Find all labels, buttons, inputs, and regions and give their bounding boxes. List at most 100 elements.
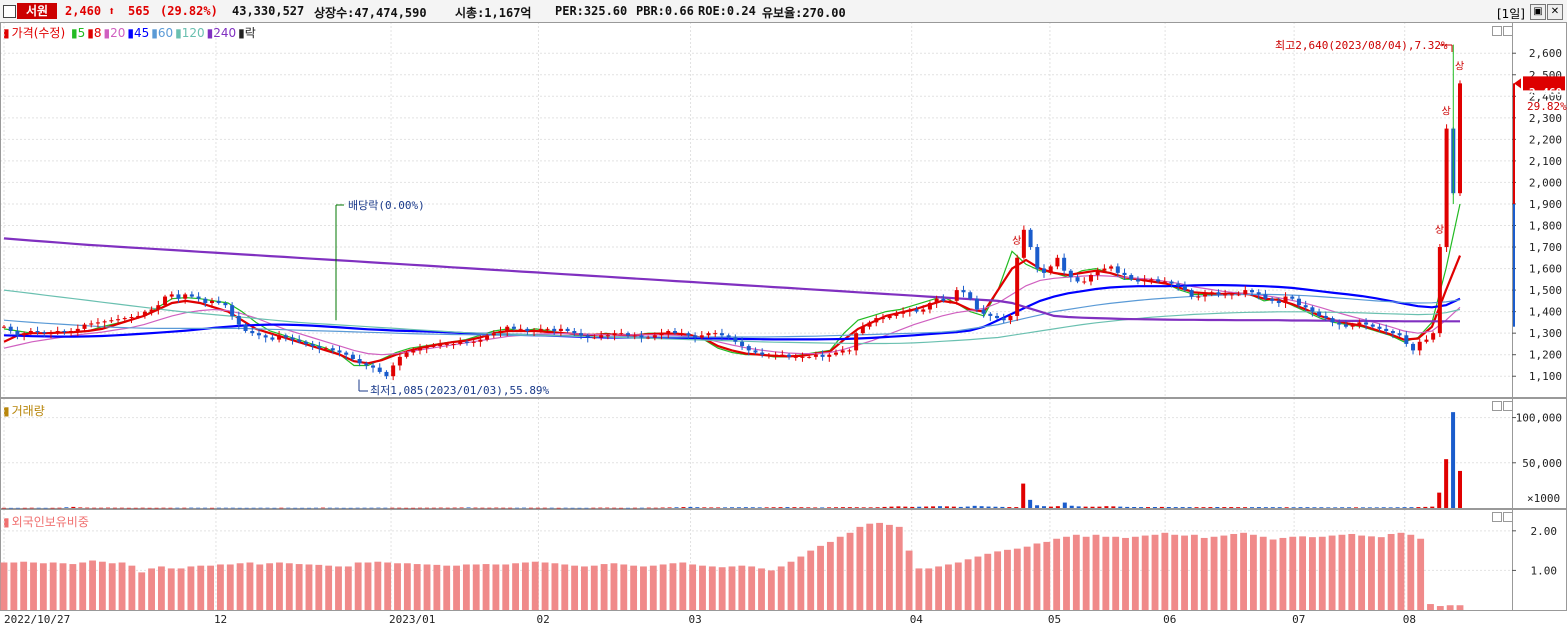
candle-body-162	[1088, 275, 1093, 282]
volume-bar-111	[771, 507, 776, 508]
candle-body-183	[1229, 294, 1234, 296]
volume-bar-181	[1256, 507, 1261, 508]
ma-line-120	[3, 289, 1461, 345]
candle-body-91	[612, 333, 617, 336]
volume-bar-204	[1416, 507, 1421, 508]
candle-body-148	[995, 315, 1000, 319]
volume-bar-161	[1118, 506, 1123, 508]
restore-icon[interactable]: ▣	[1530, 4, 1546, 20]
volume-panel-close-icon[interactable]	[1503, 401, 1513, 411]
candle-body-146	[981, 309, 986, 314]
candle-body-130	[874, 318, 879, 323]
candle-body-101	[679, 333, 684, 335]
volume-bar-140	[972, 505, 977, 508]
volume-bar-171	[1187, 507, 1192, 508]
candle-body-182	[1223, 294, 1228, 296]
volume-bar-66	[459, 507, 464, 509]
volume-bar-148	[1028, 499, 1033, 508]
volume-bar-201	[1395, 507, 1400, 508]
stock-name-badge[interactable]: 서원	[17, 3, 57, 19]
volume-bar-87	[605, 507, 610, 509]
candle-body-28	[189, 294, 194, 297]
candle-body-212	[1424, 339, 1429, 342]
price-tick-label-2: 1,300	[1529, 327, 1562, 340]
up-arrow-icon: ⬆	[108, 4, 116, 18]
candle-body-31	[209, 300, 215, 304]
candle-body-72	[485, 335, 490, 340]
candle-body-81	[545, 328, 550, 330]
foreign-panel-minimize-icon[interactable]	[1492, 512, 1502, 522]
candle-body-6	[42, 332, 47, 334]
foreign-panel-close-icon[interactable]	[1503, 512, 1513, 522]
foreign-bar-69	[679, 562, 687, 610]
x-label-1: 12	[213, 613, 228, 626]
volume-bar-188	[1305, 507, 1310, 508]
foreign-tick-label-0: 1.00	[1531, 564, 1558, 577]
volume-bar-126	[875, 507, 880, 508]
candle-body-17	[116, 319, 121, 321]
candle-body-195	[1310, 307, 1315, 312]
price-tick-label-10: 2,100	[1529, 155, 1562, 168]
foreign-bar-123	[1210, 536, 1218, 610]
foreign-bar-147	[1446, 605, 1454, 610]
close-icon[interactable]: ✕	[1547, 4, 1563, 20]
candle-body-106	[713, 333, 718, 335]
foreign-bar-58	[571, 565, 579, 610]
volume-bar-156	[1083, 506, 1088, 508]
candle-body-43	[290, 337, 295, 340]
foreign-bar-129	[1269, 539, 1277, 610]
candle-body-44	[297, 339, 302, 342]
foreign-bar-96	[945, 564, 952, 610]
foreign-bar-35	[344, 566, 352, 610]
price-tick-label-0: 1,100	[1529, 370, 1562, 383]
volume-bar-14	[99, 507, 104, 509]
volume-bar-75	[521, 507, 527, 509]
volume-panel-minimize-icon[interactable]	[1492, 401, 1502, 411]
candle-body-98	[659, 333, 664, 336]
candle-body-164	[1102, 268, 1107, 271]
candle-body-208	[1397, 333, 1402, 336]
candle-body-63	[424, 346, 429, 349]
legend-ma-1: ▮5	[70, 26, 86, 40]
volume-bar-34	[237, 507, 242, 509]
ma-line-240	[3, 237, 1460, 323]
foreign-bar-81	[797, 556, 805, 610]
volume-bar-83	[577, 507, 582, 509]
price-panel-close-icon[interactable]	[1503, 26, 1513, 36]
legend-ma-8: ▮락	[238, 26, 256, 40]
volume-bar-209	[1451, 412, 1456, 508]
volume-bar-4	[29, 507, 34, 509]
volume-bar-99	[688, 506, 693, 508]
price-panel-minimize-icon[interactable]	[1492, 26, 1502, 36]
price-tick-label-6: 1,700	[1529, 241, 1562, 254]
foreign-bar-11	[108, 563, 116, 610]
volume-bar-82	[570, 507, 575, 509]
select-checkbox[interactable]	[3, 5, 16, 18]
candle-body-217	[1457, 83, 1463, 194]
foreign-bar-7	[69, 564, 77, 610]
volume-bar-41	[286, 507, 291, 509]
candle-body-53	[357, 359, 362, 364]
x-label-2: 2023/01	[389, 613, 436, 626]
candle-body-9	[62, 331, 67, 333]
volume-bar-169	[1173, 507, 1178, 508]
candle-body-107	[719, 333, 724, 336]
foreign-bar-5	[49, 562, 57, 610]
volume-bar-176	[1222, 507, 1227, 508]
foreign-bar-141	[1387, 533, 1395, 610]
foreign-legend: ▮ 외국인보유비중	[3, 513, 91, 530]
volume-bar-8	[57, 507, 62, 509]
volume-bar-1	[8, 507, 13, 509]
volume-bar-50	[348, 507, 353, 509]
candle-body-42	[283, 335, 288, 338]
volume-bar-167	[1159, 506, 1164, 508]
candle-body-103	[693, 335, 698, 338]
candle-body-159	[1068, 270, 1073, 278]
period-button[interactable]: [1일]	[1496, 7, 1525, 21]
volume-bar-10	[71, 506, 76, 508]
foreign-bar-2	[20, 561, 28, 610]
candle-body-174	[1169, 281, 1174, 284]
volume-bar-51	[355, 507, 360, 509]
volume-bar-132	[917, 506, 922, 508]
